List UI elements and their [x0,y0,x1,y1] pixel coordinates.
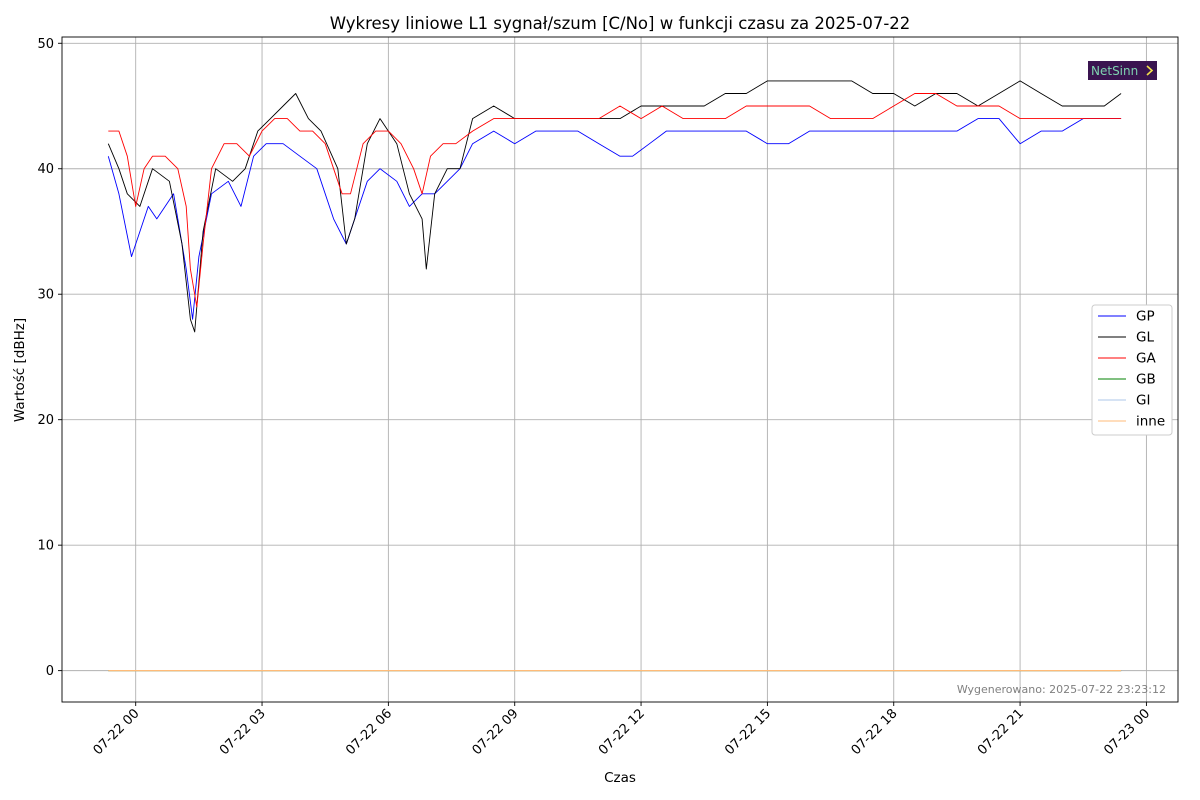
y-tick-label: 40 [37,162,54,177]
y-tick-label: 20 [37,413,54,428]
y-tick-label: 10 [37,539,54,554]
series-line-ga [108,93,1122,308]
grid [62,37,1178,702]
x-tick-label: 07-22 06 [343,706,395,758]
legend: GP GL GA GB GI inne [1091,304,1173,436]
x-tick-label: 07-22 09 [470,706,522,758]
logo-background [1088,61,1157,80]
legend-label-gp: GP [1136,309,1155,325]
y-tick-label: 0 [46,664,54,679]
x-axis-label: Czas [604,770,636,786]
plot-frame [61,36,1179,703]
x-tick-label: 07-22 18 [849,706,901,758]
series-line-gp [107,118,1122,320]
logo-text: NetSinn [1091,64,1138,78]
series-line-gl [107,80,1122,333]
legend-label-gl: GL [1136,330,1154,346]
chart-title: Wykresy liniowe L1 sygnał/szum [C/No] w … [330,14,911,33]
generated-timestamp: Wygenerowano: 2025-07-22 23:23:12 [957,683,1166,696]
series-lines [107,80,1122,672]
legend-label-gi: GI [1136,393,1150,409]
x-tick-label: 07-22 15 [722,706,774,758]
y-tick-label: 50 [37,37,54,52]
x-tick-label: 07-23 00 [1101,706,1153,758]
logo-arrow-icon [1146,65,1154,76]
x-tick-label: 07-22 12 [596,706,648,758]
y-tick-label: 30 [37,288,54,303]
y-axis-label: Wartość [dBHz] [12,318,28,422]
y-axis-ticks: 0 10 20 30 40 50 [37,37,62,679]
legend-label-inne: inne [1136,414,1165,430]
x-tick-label: 07-22 00 [91,706,143,758]
logo: NetSinn [1088,61,1157,80]
legend-label-gb: GB [1136,372,1156,388]
x-tick-label: 07-22 21 [975,706,1027,758]
legend-label-ga: GA [1136,351,1156,367]
x-tick-label: 07-22 03 [217,706,269,758]
x-axis-ticks: 07-22 00 07-22 03 07-22 06 07-22 09 07-22 12… [91,702,1153,758]
